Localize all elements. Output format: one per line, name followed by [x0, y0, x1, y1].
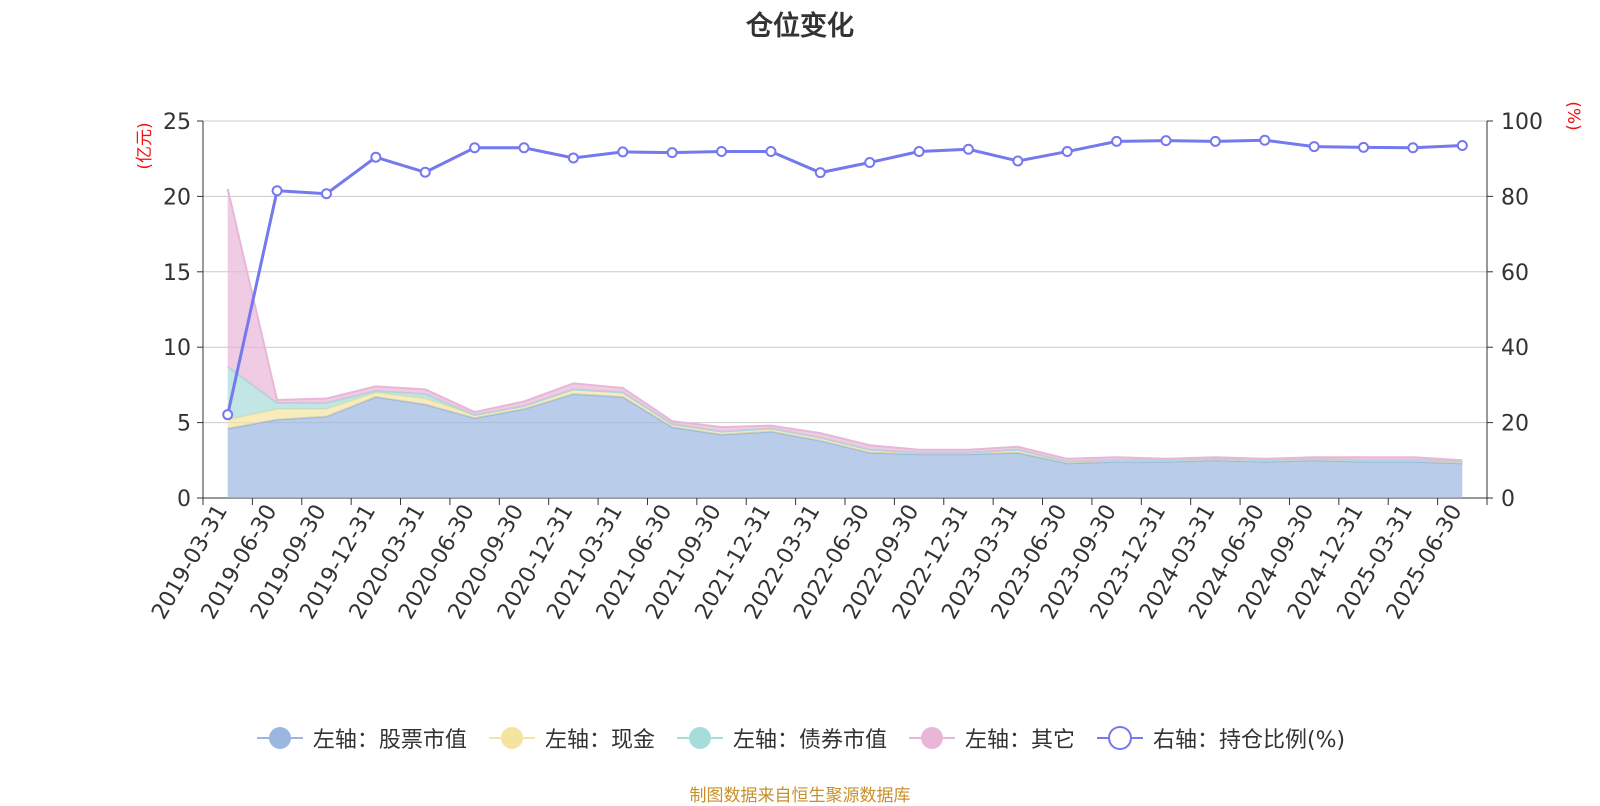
ratio-point [1358, 141, 1370, 153]
source-note: 制图数据来自恒生聚源数据库 [689, 786, 911, 806]
ratio-point [1407, 142, 1419, 154]
legend-item-bond[interactable]: 左轴：债券市值 [675, 722, 887, 754]
legend-marker-cash-icon [488, 727, 535, 749]
chart-title: 仓位变化 [746, 11, 854, 42]
ratio-point [222, 409, 234, 421]
ratio-point [814, 167, 826, 179]
ratio-point [913, 146, 925, 158]
ratio-point [666, 147, 678, 159]
legend-marker-stock-icon [256, 727, 303, 749]
legend-label-ratio: 右轴：持仓比例(%) [1152, 728, 1346, 753]
right-axis-tick-label: 0 [1501, 487, 1515, 512]
area-series-3-edge [226, 188, 1463, 462]
right-axis-tick-label: 100 [1501, 110, 1543, 135]
left-axis-tick-label: 25 [163, 110, 191, 135]
ratio-point [320, 188, 332, 200]
ratio-point [1259, 134, 1271, 146]
ratio-point [1308, 141, 1320, 153]
ratio-point [518, 142, 530, 154]
left-axis-tick-label: 15 [163, 261, 191, 286]
ratio-point [617, 146, 629, 158]
ratio-point [370, 151, 382, 163]
legend-marker-bond-icon [676, 727, 723, 749]
left-axis-tick-label: 10 [163, 336, 191, 361]
ratio-point [567, 152, 579, 164]
ratio-point [1160, 135, 1172, 147]
left-axis-tick-label: 5 [177, 412, 191, 437]
ratio-point [1456, 140, 1468, 152]
ratio-point [1209, 135, 1221, 147]
legend-label-cash: 左轴：现金 [544, 728, 655, 753]
ratio-point [1061, 146, 1073, 158]
ratio-point [765, 146, 777, 158]
area-series-0 [227, 393, 1463, 498]
right-axis-tick-label: 20 [1501, 412, 1529, 437]
legend-item-other[interactable]: 左轴：其它 [907, 722, 1075, 754]
ratio-line [226, 138, 1463, 416]
ratio-point [864, 156, 876, 168]
ratio-point [1012, 155, 1024, 167]
ratio-point [419, 166, 431, 178]
left-axis-tick-label: 20 [163, 185, 191, 210]
legend-marker-other-icon [908, 727, 955, 749]
ratio-point [469, 142, 481, 154]
legend-item-stock[interactable]: 左轴：股票市值 [255, 722, 467, 754]
legend-item-ratio[interactable]: 右轴：持仓比例(%) [1095, 722, 1345, 754]
ratio-point [716, 146, 728, 158]
right-axis-unit-label: (%) [1563, 101, 1583, 130]
legend-label-bond: 左轴：债券市值 [732, 728, 887, 753]
right-axis-tick-label: 60 [1501, 261, 1529, 286]
legend-marker-ratio-icon [1096, 726, 1143, 750]
left-axis-tick-label: 0 [177, 487, 191, 512]
right-axis-tick-label: 40 [1501, 336, 1529, 361]
legend-label-other: 左轴：其它 [964, 728, 1075, 753]
right-axis-tick-label: 80 [1501, 185, 1529, 210]
legend-label-stock: 左轴：股票市值 [312, 728, 467, 753]
ratio-point [1111, 135, 1123, 147]
ratio-point [271, 185, 283, 197]
ratio-point [962, 143, 974, 155]
legend-item-cash[interactable]: 左轴：现金 [487, 722, 655, 754]
legend: 左轴：股票市值 左轴：现金 左轴：债券市值 左轴：其它 右轴：持仓比例(%) [0, 722, 1600, 754]
left-axis-unit-label: (亿元) [135, 122, 155, 169]
